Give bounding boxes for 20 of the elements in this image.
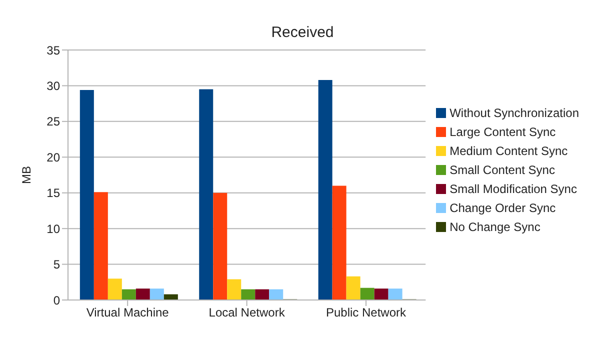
legend-label: Without Synchronization (450, 106, 579, 120)
legend-label: No Change Sync (450, 220, 540, 234)
legend-label: Small Modification Sync (450, 182, 577, 196)
y-tick-label: 20 (46, 150, 60, 164)
x-tick-label: Public Network (326, 306, 408, 320)
x-tick-label: Local Network (208, 306, 286, 320)
chart-title: Received (270, 24, 335, 41)
y-tick-label: 30 (46, 78, 60, 93)
y-tick-label: 10 (46, 222, 60, 236)
legend-label: Medium Content Sync (450, 144, 568, 158)
y-tick-label: 35 (46, 43, 60, 58)
legend-label: Change Order Sync (450, 200, 556, 214)
x-tick-label: Virtual Machine (86, 306, 170, 320)
legend-label: Large Content Sync (450, 124, 556, 138)
y-tick-label: 25 (46, 114, 60, 129)
y-axis-title: MB (19, 166, 34, 184)
y-tick-label: 0 (53, 293, 60, 308)
y-tick-label: 5 (53, 258, 60, 272)
legend-label: Small Content Sync (450, 162, 555, 176)
y-tick-label: 15 (46, 186, 60, 200)
